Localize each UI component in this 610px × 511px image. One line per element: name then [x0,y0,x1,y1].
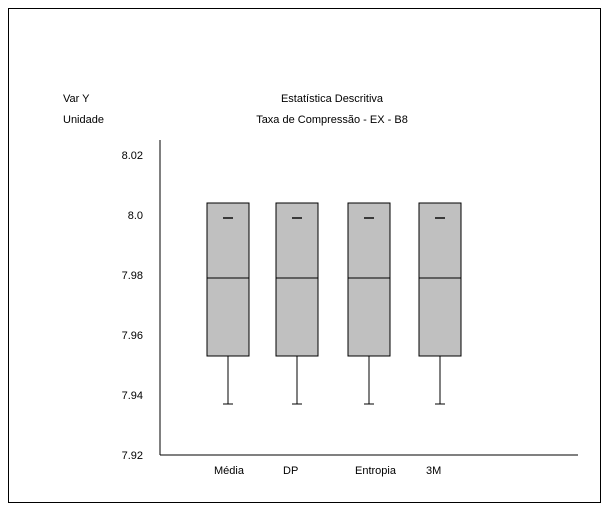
iqr-box [275,202,319,357]
box-dp [275,202,319,405]
y-tick-label: 8.0 [128,210,143,222]
x-tick-label: Entropia [355,465,397,477]
boxes [206,202,462,405]
x-tick-label: Média [214,465,245,477]
y-tick-label: 8.02 [122,150,143,162]
iqr-box [347,202,391,357]
unit-label: Unidade [63,114,104,126]
box-média [206,202,250,405]
box-entropia [347,202,391,405]
var-label: Var Y [63,93,90,105]
x-tick-label: 3M [426,465,441,477]
y-axis-ticks: 7.92 7.94 7.96 7.98 8.0 8.02 [122,150,143,462]
iqr-box [418,202,462,357]
axes [159,140,578,456]
y-tick-label: 7.98 [122,270,143,282]
chart-subtitle: Taxa de Compressão - EX - B8 [256,114,408,126]
y-tick-label: 7.96 [122,330,143,342]
chart-title: Estatística Descritiva [280,93,384,105]
iqr-box [206,202,250,357]
box-3m [418,202,462,405]
x-axis-labels: Média DP Entropia 3M [214,465,441,477]
y-tick-label: 7.92 [122,450,143,462]
x-tick-label: DP [283,465,298,477]
y-tick-label: 7.94 [122,390,143,402]
